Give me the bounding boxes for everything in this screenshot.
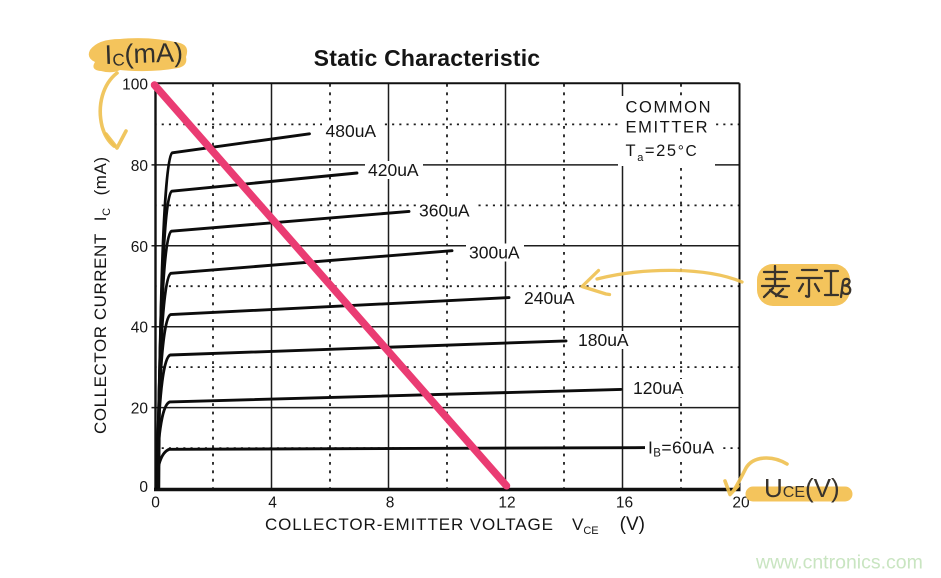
svg-text:180uA: 180uA xyxy=(578,330,629,350)
svg-text:20: 20 xyxy=(732,495,750,512)
svg-text:360uA: 360uA xyxy=(419,201,470,221)
svg-text:Ta=25°C: Ta=25°C xyxy=(626,142,699,164)
svg-text:300uA: 300uA xyxy=(469,243,520,263)
svg-text:0: 0 xyxy=(139,479,148,496)
svg-text:120uA: 120uA xyxy=(633,378,684,398)
svg-text:COMMON: COMMON xyxy=(626,99,713,117)
svg-text:www.cntronics.com: www.cntronics.com xyxy=(755,552,923,574)
svg-text:40: 40 xyxy=(131,320,149,337)
svg-text:IB=60uA: IB=60uA xyxy=(648,438,714,460)
svg-text:12: 12 xyxy=(498,495,515,512)
svg-text:IC(mA): IC(mA) xyxy=(104,37,183,70)
svg-text:100: 100 xyxy=(122,77,148,94)
svg-text:Static Characteristic: Static Characteristic xyxy=(314,45,541,71)
svg-text:UCE(V): UCE(V) xyxy=(764,473,840,503)
svg-text:16: 16 xyxy=(616,495,633,512)
svg-text:8: 8 xyxy=(386,495,395,512)
svg-text:EMITTER: EMITTER xyxy=(626,119,710,137)
svg-text:80: 80 xyxy=(131,158,149,175)
svg-text:20: 20 xyxy=(131,401,149,418)
svg-text:COLLECTOR-EMITTER VOLTAGE: COLLECTOR-EMITTER VOLTAGE xyxy=(265,515,554,534)
svg-text:420uA: 420uA xyxy=(368,160,419,180)
svg-text:480uA: 480uA xyxy=(326,121,377,141)
svg-text:60: 60 xyxy=(131,239,149,256)
svg-text:0: 0 xyxy=(151,495,160,512)
svg-text:240uA: 240uA xyxy=(524,288,575,308)
svg-text:4: 4 xyxy=(268,495,277,512)
